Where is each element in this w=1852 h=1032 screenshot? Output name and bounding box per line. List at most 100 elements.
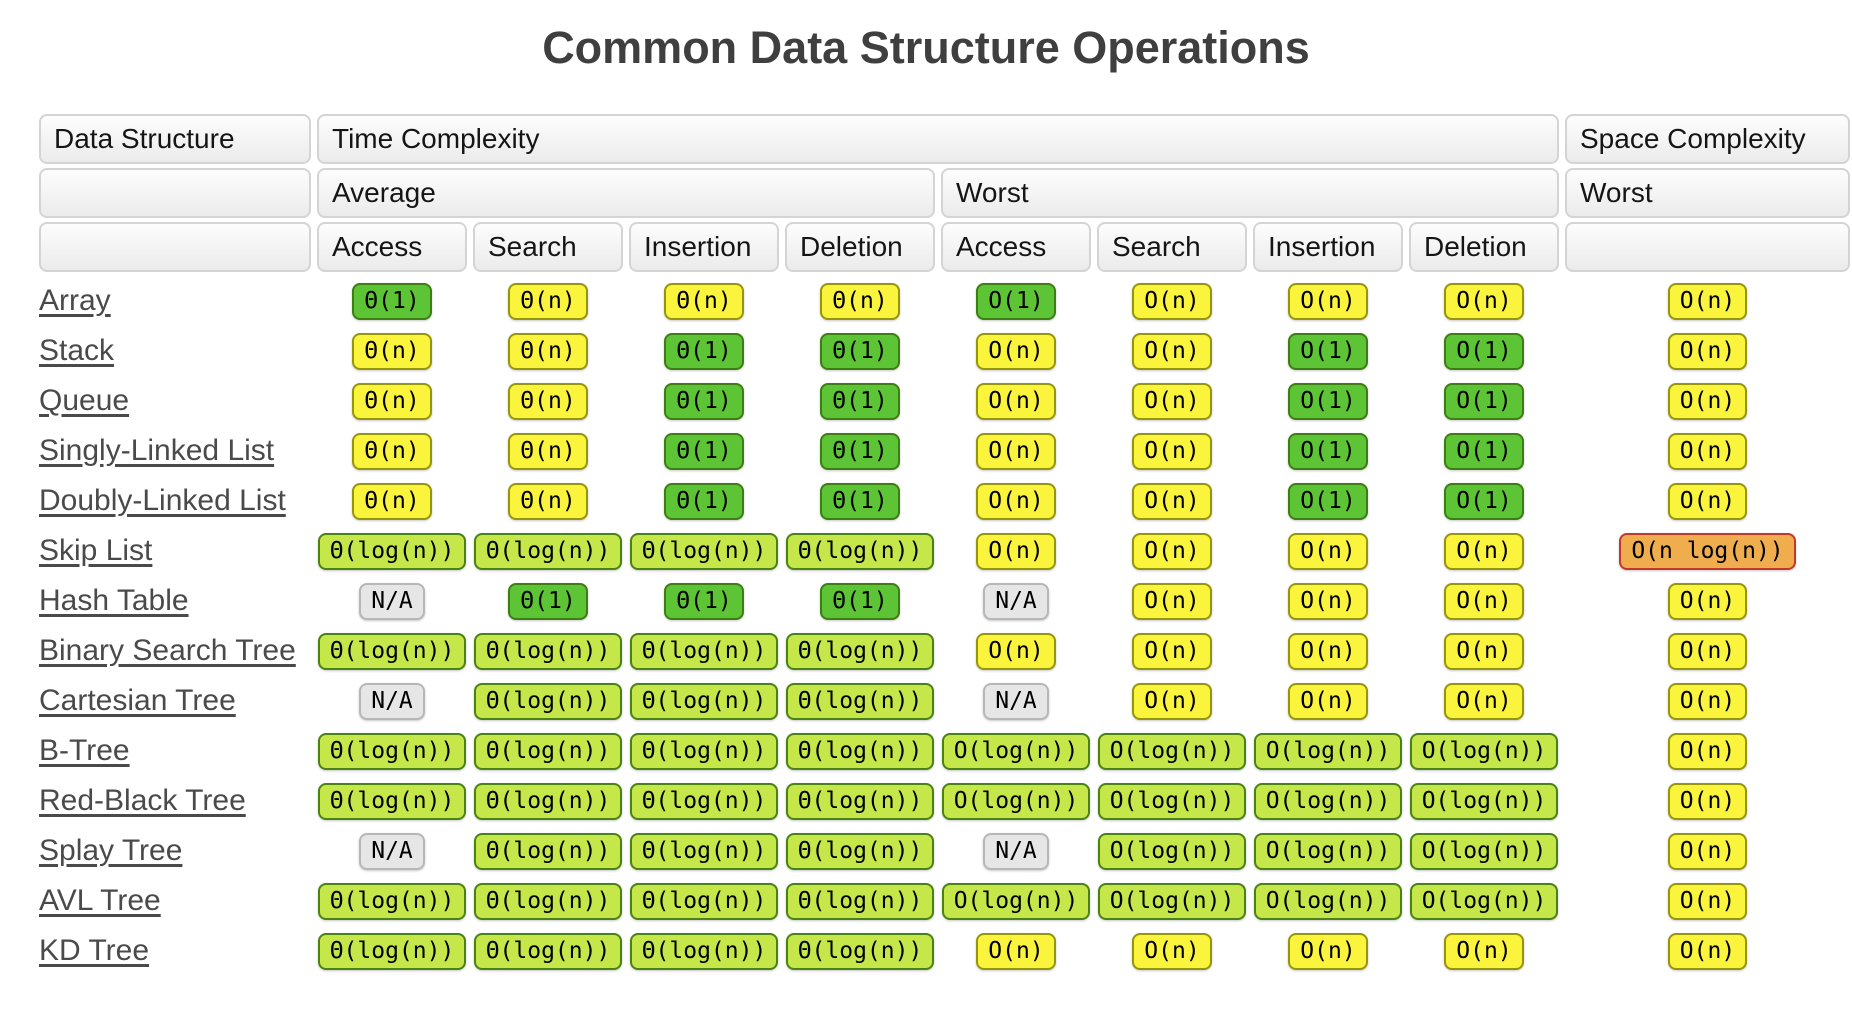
row-label-cell: Skip List (39, 526, 311, 576)
complexity-badge: Θ(log(n)) (785, 882, 935, 920)
complexity-badge: O(1) (1288, 332, 1368, 370)
complexity-badge: O(1) (1444, 482, 1524, 520)
row-link-b-tree[interactable]: B-Tree (39, 734, 130, 767)
cell-singly-linked-list-worst-deletion: O(1) (1409, 426, 1559, 476)
complexity-badge: Θ(log(n)) (473, 932, 623, 970)
row-link-queue[interactable]: Queue (39, 384, 130, 417)
complexity-badge: Θ(log(n)) (473, 832, 623, 870)
cell-b-tree-worst-search: O(log(n)) (1097, 726, 1247, 776)
complexity-badge: O(n) (1667, 882, 1748, 920)
cell-doubly-linked-list-avg-insertion: Θ(1) (629, 476, 779, 526)
complexity-badge: O(log(n)) (1409, 782, 1559, 820)
header-space-complexity: Space Complexity (1565, 114, 1850, 164)
row-link-cartesian-tree[interactable]: Cartesian Tree (39, 684, 236, 717)
table-body: Array Θ(1) Θ(n) Θ(n) Θ(n) O(1) O(n) O(n) O(n) O(n… (39, 276, 1852, 976)
complexity-badge: Θ(log(n)) (317, 782, 467, 820)
cell-queue-worst-access: O(n) (941, 376, 1091, 426)
cell-red-black-tree-worst-insertion: O(log(n)) (1253, 776, 1403, 826)
complexity-badge: O(n) (1667, 432, 1748, 470)
cell-cartesian-tree-worst-search: O(n) (1097, 676, 1247, 726)
cell-red-black-tree-avg-access: Θ(log(n)) (317, 776, 467, 826)
cell-stack-worst-access: O(n) (941, 326, 1091, 376)
row-link-avl-tree[interactable]: AVL Tree (39, 884, 161, 917)
row-link-array[interactable]: Array (39, 284, 111, 317)
complexity-badge: Θ(log(n)) (317, 532, 467, 570)
cell-kd-tree-avg-insertion: Θ(log(n)) (629, 926, 779, 976)
cell-hash-table-worst-deletion: O(n) (1409, 576, 1559, 626)
complexity-badge: O(log(n)) (1097, 882, 1247, 920)
complexity-badge: Θ(log(n)) (317, 732, 467, 770)
complexity-badge: N/A (359, 582, 425, 620)
cell-cartesian-tree-avg-deletion: Θ(log(n)) (785, 676, 935, 726)
complexity-badge: Θ(log(n)) (473, 632, 623, 670)
row-link-doubly-linked-list[interactable]: Doubly-Linked List (39, 484, 286, 517)
header-average-insertion: Insertion (629, 222, 779, 272)
cell-avl-tree-worst-insertion: O(log(n)) (1253, 876, 1403, 926)
row-link-red-black-tree[interactable]: Red-Black Tree (39, 784, 246, 817)
header-row-groups: Data Structure Time Complexity Space Com… (39, 114, 1852, 164)
complexity-badge: Θ(log(n)) (629, 532, 779, 570)
cell-singly-linked-list-avg-access: Θ(n) (317, 426, 467, 476)
complexity-badge: O(n) (1288, 282, 1368, 320)
complexity-badge: O(log(n)) (1409, 732, 1559, 770)
cell-skip-list-avg-access: Θ(log(n)) (317, 526, 467, 576)
cell-hash-table-avg-access: N/A (317, 576, 467, 626)
row-label-cell: Array (39, 276, 311, 326)
row-link-hash-table[interactable]: Hash Table (39, 584, 189, 617)
header-average: Average (317, 168, 935, 218)
cell-hash-table-avg-insertion: Θ(1) (629, 576, 779, 626)
complexity-badge: Θ(log(n)) (629, 732, 779, 770)
row-link-skip-list[interactable]: Skip List (39, 534, 153, 567)
cell-array-avg-deletion: Θ(n) (785, 276, 935, 326)
complexity-badge: Θ(1) (820, 382, 900, 420)
cell-b-tree-avg-insertion: Θ(log(n)) (629, 726, 779, 776)
cell-hash-table-avg-deletion: Θ(1) (785, 576, 935, 626)
header-space-worst: Worst (1565, 168, 1850, 218)
cell-cartesian-tree-avg-access: N/A (317, 676, 467, 726)
row-link-singly-linked-list[interactable]: Singly-Linked List (39, 434, 275, 467)
cell-skip-list-avg-search: Θ(log(n)) (473, 526, 623, 576)
complexity-badge: Θ(log(n)) (629, 932, 779, 970)
row-link-kd-tree[interactable]: KD Tree (39, 934, 150, 967)
complexity-badge: O(n) (1444, 582, 1524, 620)
complexity-badge: O(log(n)) (1253, 782, 1403, 820)
cell-array-worst-deletion: O(n) (1409, 276, 1559, 326)
cell-skip-list-worst-insertion: O(n) (1253, 526, 1403, 576)
complexity-badge: Θ(n) (352, 432, 432, 470)
header-blank-cell (39, 168, 311, 218)
cell-doubly-linked-list-avg-search: Θ(n) (473, 476, 623, 526)
cell-doubly-linked-list-worst-insertion: O(1) (1253, 476, 1403, 526)
row-link-splay-tree[interactable]: Splay Tree (39, 834, 183, 867)
header-blank-cell (39, 222, 311, 272)
cell-hash-table-avg-search: Θ(1) (473, 576, 623, 626)
cell-queue-worst-insertion: O(1) (1253, 376, 1403, 426)
complexity-badge: O(n) (1667, 682, 1748, 720)
row-link-stack[interactable]: Stack (39, 334, 115, 367)
cell-array-worst-search: O(n) (1097, 276, 1247, 326)
complexity-badge: Θ(log(n)) (785, 782, 935, 820)
cell-b-tree-worst-insertion: O(log(n)) (1253, 726, 1403, 776)
cell-singly-linked-list-worst-search: O(n) (1097, 426, 1247, 476)
cell-splay-tree-avg-access: N/A (317, 826, 467, 876)
complexity-badge: O(n) (1132, 432, 1212, 470)
cell-singly-linked-list-worst-insertion: O(1) (1253, 426, 1403, 476)
table-row-skip-list: Skip List Θ(log(n)) Θ(log(n)) Θ(log(n)) Θ(lo… (39, 526, 1852, 576)
complexity-badge: Θ(n) (352, 332, 432, 370)
cell-skip-list-avg-insertion: Θ(log(n)) (629, 526, 779, 576)
table-row-splay-tree: Splay Tree N/A Θ(log(n)) Θ(log(n)) Θ(log(n))… (39, 826, 1852, 876)
complexity-badge: O(1) (1444, 332, 1524, 370)
complexity-badge: O(n) (1132, 482, 1212, 520)
table-row-b-tree: B-Tree Θ(log(n)) Θ(log(n)) Θ(log(n)) Θ(log(n… (39, 726, 1852, 776)
complexity-badge: O(1) (1288, 482, 1368, 520)
complexity-badge: O(n) (1444, 632, 1524, 670)
complexity-badge: O(n) (1444, 282, 1524, 320)
row-link-binary-search-tree[interactable]: Binary Search Tree (39, 634, 296, 667)
complexity-badge: O(n) (1667, 382, 1748, 420)
row-label-cell: Hash Table (39, 576, 311, 626)
complexity-badge: O(1) (1288, 432, 1368, 470)
cell-kd-tree-worst-search: O(n) (1097, 926, 1247, 976)
complexity-badge: Θ(1) (664, 432, 744, 470)
complexity-badge: O(n) (1667, 282, 1748, 320)
cell-binary-search-tree-worst-search: O(n) (1097, 626, 1247, 676)
complexity-badge: Θ(log(n)) (473, 782, 623, 820)
